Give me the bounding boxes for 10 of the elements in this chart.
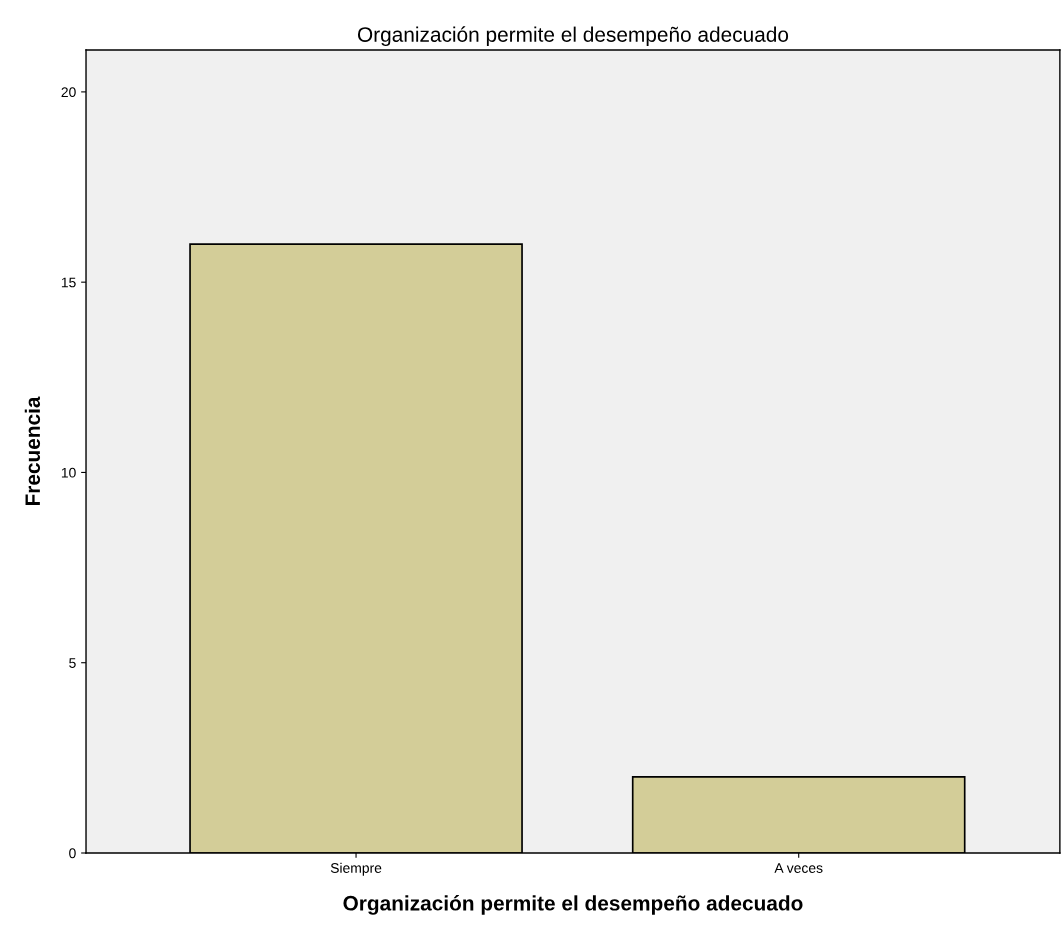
y-tick-label: 0: [69, 848, 76, 859]
x-axis-title: Organización permite el desempeño adecuado: [343, 895, 803, 915]
chart-title: Organización permite el desempeño adecuado: [357, 26, 789, 47]
x-tick-label: Siempre: [330, 862, 382, 876]
y-tick-label: 10: [61, 467, 76, 478]
y-tick-label: 15: [61, 277, 76, 288]
x-tick-label: A veces: [774, 863, 823, 873]
y-tick-label: 20: [61, 87, 76, 98]
y-tick-label: 5: [69, 658, 76, 668]
y-axis-title: Frecuencia: [24, 396, 41, 506]
